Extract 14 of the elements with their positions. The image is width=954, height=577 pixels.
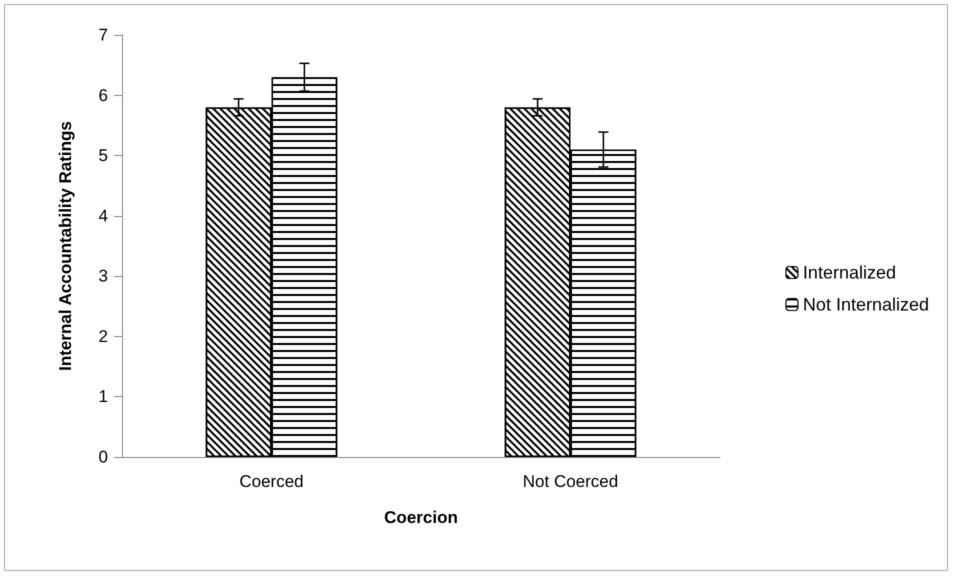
- legend-label: Internalized: [802, 262, 896, 282]
- y-tick-label: 3: [98, 266, 108, 286]
- y-tick-label: 6: [98, 86, 108, 105]
- y-tick-label: 5: [98, 146, 108, 166]
- x-tick-label: Coerced: [239, 472, 304, 491]
- y-tick-label: 1: [98, 387, 108, 406]
- legend-label: Not Internalized: [802, 294, 930, 314]
- y-axis-title: Internal Accountability Ratings: [56, 121, 75, 371]
- y-tick-label: 0: [98, 448, 108, 466]
- x-tick-label: Not Coerced: [522, 472, 618, 491]
- y-tick-label: 4: [98, 206, 108, 226]
- y-tick-label: 2: [98, 326, 108, 346]
- x-axis-title: Coercion: [384, 508, 458, 527]
- y-tick-label: 7: [98, 26, 108, 44]
